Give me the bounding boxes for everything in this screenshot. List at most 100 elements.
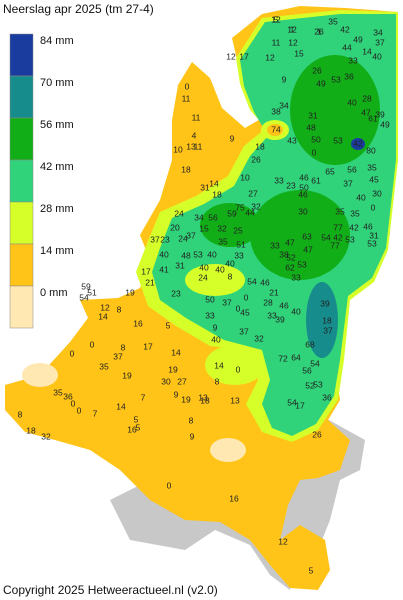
station-value: 52 [305, 380, 315, 390]
station-value: 34 [279, 100, 289, 110]
station-value: 62 [285, 262, 295, 272]
legend-swatch [9, 243, 34, 287]
station-value: 47 [285, 237, 295, 247]
station-value: 33 [234, 250, 244, 260]
station-value: 33 [274, 175, 284, 185]
station-value: 52 [286, 252, 296, 262]
legend-label: 28 mm [40, 203, 74, 215]
zone-14 [267, 124, 283, 136]
station-value: 54 [79, 292, 89, 302]
station-value: 0 [236, 303, 241, 313]
station-value: 24 [178, 233, 188, 243]
station-value: 53 [193, 249, 203, 259]
station-value: 5 [166, 320, 171, 330]
station-value: 34 [373, 27, 383, 37]
station-value: 74 [271, 124, 281, 134]
station-value: 14 [171, 347, 181, 357]
station-value: 48 [181, 250, 191, 260]
station-value: 9 [282, 74, 287, 84]
station-value: 9 [174, 389, 179, 399]
station-value: 1 [290, 24, 295, 34]
station-value: 0 [185, 81, 190, 91]
station-value: 50 [299, 182, 309, 192]
legend-swatch [9, 75, 34, 119]
station-value: 31 [308, 110, 318, 120]
station-value: 42 [333, 232, 343, 242]
station-value: 35 [350, 208, 360, 218]
station-value: 38 [271, 106, 281, 116]
station-value: 11 [194, 141, 203, 151]
station-value: 10 [240, 172, 250, 182]
station-value: 40 [291, 306, 301, 316]
station-value: 13 [186, 141, 196, 151]
station-value: 17 [295, 400, 305, 410]
zone-56 [290, 55, 380, 165]
station-value: 12 [265, 52, 275, 62]
zone-84 [351, 138, 365, 150]
station-value: 9 [230, 133, 235, 143]
station-value: 48 [306, 122, 316, 132]
station-value: 5 [309, 565, 314, 575]
station-value: 37 [323, 325, 333, 335]
station-value: 63 [302, 231, 312, 241]
station-value: 68 [305, 339, 315, 349]
station-value: 43 [287, 135, 297, 145]
station-value: 11 [182, 93, 191, 103]
station-value: 46 [363, 221, 373, 231]
legend-label: 84 mm [40, 35, 74, 47]
station-value: 59 [227, 208, 237, 218]
station-value: 28 [263, 297, 273, 307]
station-value: 80 [366, 145, 376, 155]
station-value: 8 [215, 376, 220, 386]
station-value: 23 [286, 180, 296, 190]
station-value: 32 [41, 431, 51, 441]
station-value: 8 [18, 409, 23, 419]
station-value: 19 [168, 364, 178, 374]
station-value: 53 [367, 238, 377, 248]
station-value: 35 [99, 361, 109, 371]
station-value: 18 [181, 164, 191, 174]
station-value: 10 [173, 144, 183, 154]
station-value: 40 [159, 249, 169, 259]
station-value: 15 [294, 48, 304, 58]
zone-0 [22, 363, 58, 387]
station-value: 8 [117, 304, 122, 314]
station-value: 37 [239, 326, 249, 336]
zone-28 [205, 345, 265, 385]
legend: 84 mm 70 mm 56 mm 42 mm 28 mm 14 mm 0 mm [9, 33, 74, 329]
station-value: 49 [316, 78, 326, 88]
station-value: 46 [279, 300, 289, 310]
station-value: 45 [369, 174, 379, 184]
station-value: 36 [63, 391, 73, 401]
station-value: 26 [314, 26, 324, 36]
station-value: 27 [248, 188, 258, 198]
station-value: 53 [313, 379, 323, 389]
station-value: 31 [369, 230, 379, 240]
station-value: 53 [331, 74, 341, 84]
station-value: 64 [291, 352, 301, 362]
station-value: 36 [344, 71, 354, 81]
station-value: 46 [298, 189, 308, 199]
legend-swatch [9, 117, 34, 161]
station-value: 30 [298, 206, 308, 216]
station-value: 40 [211, 334, 221, 344]
station-value: 18 [322, 315, 332, 325]
station-value: 33 [270, 240, 280, 250]
station-value: 49 [380, 119, 390, 129]
legend-swatch [9, 33, 34, 77]
station-value: 54 [247, 276, 257, 286]
station-value: 35 [328, 16, 338, 26]
station-value: 0 [312, 147, 317, 157]
legend-label: 42 mm [40, 161, 74, 173]
station-value: 47 [303, 244, 313, 254]
station-value: 36 [322, 392, 332, 402]
station-value: 17 [143, 341, 153, 351]
station-value: 37 [150, 234, 160, 244]
legend-swatch [9, 285, 34, 329]
station-value: 24 [198, 272, 208, 282]
station-value: 40 [225, 258, 235, 268]
zone-56 [250, 190, 350, 280]
station-value: 21 [269, 287, 279, 297]
station-value: 32 [254, 333, 264, 343]
